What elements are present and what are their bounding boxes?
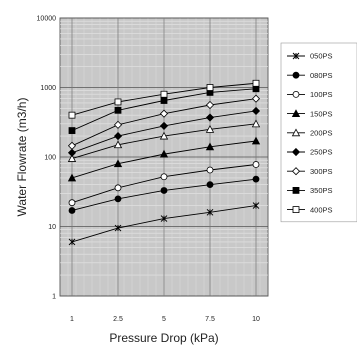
data-point [68, 199, 76, 207]
series-250PS [67, 106, 261, 157]
legend-marker [292, 206, 300, 214]
x-tick-label: 7.5 [205, 316, 215, 323]
data-point [159, 109, 169, 118]
data-point [251, 106, 261, 116]
data-point [206, 208, 214, 216]
data-point [67, 141, 77, 150]
legend-marker [292, 71, 300, 79]
series-150PS [67, 136, 261, 182]
data-point [114, 184, 122, 192]
y-tick-label: 10 [48, 224, 56, 231]
data-point [113, 140, 123, 149]
y-tick-label: 1000 [40, 85, 56, 92]
legend-marker [292, 52, 300, 60]
data-point [205, 113, 215, 122]
legend-marker [291, 109, 301, 117]
data-point [252, 175, 260, 183]
data-point [67, 154, 77, 162]
data-point [251, 119, 261, 128]
legend-label: 080PS [310, 71, 333, 80]
data-point [206, 84, 214, 91]
data-point [68, 207, 76, 214]
data-point [68, 127, 76, 134]
data-point [113, 132, 123, 141]
data-point [206, 166, 214, 174]
data-point [113, 120, 123, 129]
x-tick-label: 10 [252, 316, 260, 323]
data-point [68, 111, 76, 119]
series-300PS [67, 94, 261, 150]
x-tick-label: 1 [70, 316, 74, 323]
data-point [114, 224, 122, 232]
legend-label: 250PS [310, 148, 333, 157]
data-point [68, 238, 76, 246]
data-point [159, 121, 169, 130]
legend-label: 100PS [310, 90, 333, 99]
legend-marker [292, 186, 300, 194]
data-point [114, 98, 122, 106]
legend-item: 200PS [287, 128, 333, 138]
data-point [251, 136, 261, 145]
data-point [252, 202, 260, 209]
series-050PS [68, 202, 260, 246]
data-point [251, 94, 261, 103]
legend-marker [292, 91, 300, 98]
series-080PS [68, 175, 260, 214]
data-point [159, 131, 169, 140]
legend-item: 400PS [287, 205, 333, 214]
legend-item: 150PS [287, 109, 333, 118]
legend-item: 100PS [287, 90, 333, 99]
data-point [160, 187, 168, 194]
data-point [67, 148, 77, 157]
data-point [159, 149, 169, 158]
legend-item: 080PS [287, 71, 333, 80]
data-point [114, 195, 122, 203]
data-point [252, 161, 260, 168]
data-point [160, 173, 168, 181]
legend-label: 350PS [310, 186, 333, 195]
data-point [205, 124, 215, 133]
series-400PS [68, 79, 260, 119]
x-tick-label: 5 [162, 316, 166, 323]
data-point [160, 215, 168, 222]
y-tick-label: 100 [44, 155, 56, 162]
data-point [252, 79, 260, 87]
data-point [67, 173, 77, 182]
y-tick-label: 10000 [37, 16, 57, 23]
data-point [160, 90, 168, 98]
legend-item: 250PS [287, 148, 333, 157]
series-layer [67, 79, 261, 246]
legend: 050PS 080PS 100PS 150PS 200PS 250PS 300PS 350PS… [280, 42, 357, 223]
y-tick-label: 1 [52, 294, 56, 301]
legend-item: 350PS [287, 186, 333, 195]
data-point [205, 100, 215, 110]
legend-label: 300PS [310, 167, 333, 176]
x-axis-ticks: 1 2.5 5 7.5 10 [70, 316, 260, 323]
series-100PS [68, 161, 260, 207]
series-200PS [67, 119, 261, 162]
legend-marker [291, 147, 301, 157]
x-axis-label: Pressure Drop (kPa) [109, 331, 218, 345]
data-point [113, 159, 123, 168]
legend-label: 150PS [310, 109, 333, 118]
legend-marker [291, 167, 301, 176]
data-point [206, 181, 214, 189]
y-axis-label: Water Flowrate (m3/h) [15, 98, 29, 217]
data-point [205, 142, 215, 151]
legend-item: 050PS [287, 52, 333, 61]
legend-item: 300PS [287, 167, 333, 176]
x-tick-label: 2.5 [113, 316, 123, 323]
y-axis-ticks: 1 10 100 1000 10000 [37, 16, 57, 301]
legend-label: 200PS [310, 129, 333, 138]
legend-label: 050PS [310, 52, 333, 61]
legend-marker [291, 128, 301, 137]
data-point [160, 97, 168, 104]
legend-label: 400PS [310, 205, 333, 214]
data-point [114, 106, 122, 114]
